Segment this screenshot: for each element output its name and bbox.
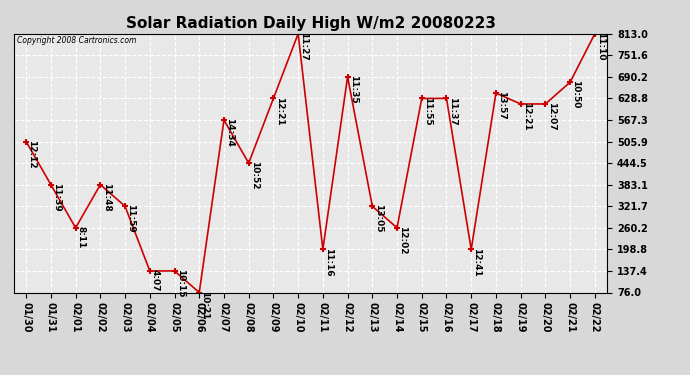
Text: 11:48: 11:48 — [101, 183, 110, 211]
Text: 14:34: 14:34 — [225, 118, 234, 147]
Text: 10:21: 10:21 — [201, 291, 210, 319]
Text: 12:41: 12:41 — [473, 248, 482, 276]
Text: 10:15: 10:15 — [176, 269, 185, 298]
Text: 8:11: 8:11 — [77, 226, 86, 249]
Text: 11:10: 11:10 — [596, 32, 605, 60]
Text: 12:21: 12:21 — [275, 97, 284, 125]
Text: 13:05: 13:05 — [373, 204, 382, 233]
Text: 4:07: 4:07 — [151, 269, 160, 292]
Text: 11:39: 11:39 — [52, 183, 61, 211]
Text: 11:37: 11:37 — [448, 97, 457, 125]
Text: 10:52: 10:52 — [250, 161, 259, 190]
Text: 11:55: 11:55 — [423, 97, 432, 125]
Title: Solar Radiation Daily High W/m2 20080223: Solar Radiation Daily High W/m2 20080223 — [126, 16, 495, 31]
Text: 10:50: 10:50 — [571, 81, 580, 109]
Text: 11:35: 11:35 — [349, 75, 358, 104]
Text: 12:21: 12:21 — [522, 102, 531, 131]
Text: 11:27: 11:27 — [299, 32, 308, 61]
Text: 13:57: 13:57 — [497, 92, 506, 120]
Text: 12:02: 12:02 — [398, 226, 407, 255]
Text: 12:07: 12:07 — [546, 102, 555, 131]
Text: Copyright 2008 Cartronics.com: Copyright 2008 Cartronics.com — [17, 36, 136, 45]
Text: 11:59: 11:59 — [126, 204, 135, 233]
Text: 11:16: 11:16 — [324, 248, 333, 276]
Text: 12:12: 12:12 — [28, 140, 37, 168]
